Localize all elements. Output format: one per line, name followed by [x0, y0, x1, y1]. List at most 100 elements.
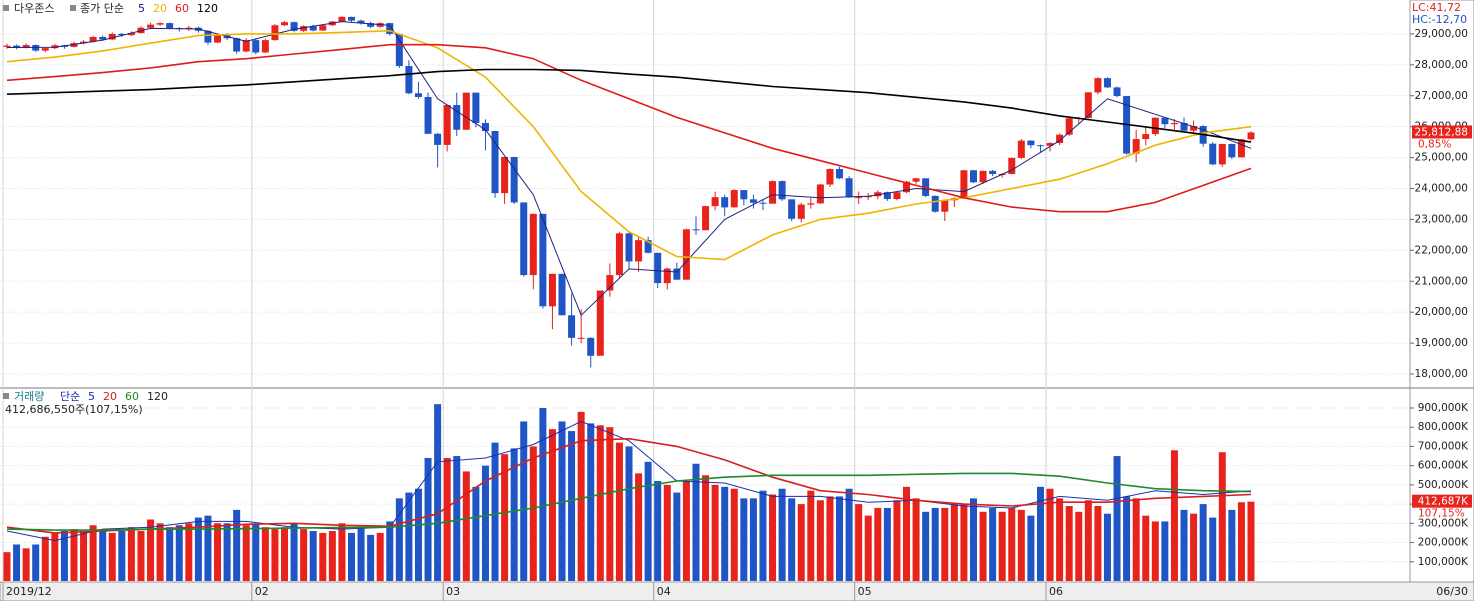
x-tick-label: 03 [446, 585, 460, 598]
volume-bar [1209, 517, 1217, 581]
ma-line [6, 43, 1252, 213]
volume-bar [481, 465, 489, 581]
y-tick-label: 700,000K [1418, 440, 1469, 452]
candle-body [309, 26, 317, 31]
volume-bar [836, 496, 844, 581]
candle-body [1151, 117, 1159, 135]
y-tick-label: 24,000,00 [1415, 183, 1468, 195]
volume-bar [740, 498, 748, 581]
candle-body [166, 23, 174, 29]
volume-bar [32, 544, 40, 581]
volume-bar [1046, 488, 1054, 581]
volume-bar [1151, 521, 1159, 581]
volume-bar [1218, 452, 1226, 581]
volume-bar [1161, 521, 1169, 581]
candle-body [836, 169, 844, 179]
candle-body [539, 213, 547, 307]
candle-body [453, 105, 461, 130]
candle-body [1170, 122, 1178, 125]
candle-body [13, 45, 21, 48]
candle-body [22, 45, 30, 48]
candle-body [1017, 140, 1025, 158]
volume-bar [386, 521, 394, 581]
legend-entry: 60 [175, 2, 189, 15]
candle-body [663, 268, 671, 284]
volume-bar [1228, 509, 1236, 581]
volume-bar [1065, 506, 1073, 581]
candle-body [654, 252, 662, 284]
volume-bar [309, 531, 317, 581]
volume-bar [807, 490, 815, 581]
candle-body [1046, 143, 1054, 146]
volume-bar [577, 411, 585, 581]
candle-body [70, 43, 78, 47]
candle-body [319, 25, 327, 31]
candle-body [395, 33, 403, 67]
candle-body [788, 199, 796, 219]
volume-info: 412,686,550주(107,15%) [5, 403, 143, 416]
candle-body [1036, 145, 1044, 147]
volume-bar [424, 457, 432, 581]
volume-bar [80, 531, 88, 581]
volume-bar [749, 498, 757, 581]
volume-bar [635, 473, 643, 581]
volume-bar [51, 532, 59, 581]
change-label: 0,85% [1418, 138, 1451, 150]
candle-body [730, 190, 738, 208]
legend-entry: 5 [88, 390, 95, 403]
volume-bar [797, 504, 805, 581]
volume-bar [654, 481, 662, 581]
candle-body [1180, 122, 1188, 131]
volume-bar [462, 471, 470, 581]
candle-body [826, 169, 834, 185]
x-tick-label: 05 [858, 585, 872, 598]
x-tick-label: 04 [657, 585, 671, 598]
candle-body [845, 178, 853, 198]
ma-line [6, 420, 1252, 542]
volume-bar [223, 523, 231, 581]
volume-bar [1008, 507, 1016, 581]
y-tick-label: 200,000K [1418, 537, 1469, 549]
volume-bar [912, 498, 920, 581]
candle-body [912, 178, 920, 182]
candle-body [864, 196, 872, 198]
candle-body [261, 40, 269, 53]
volume-bar [539, 407, 547, 581]
volume-bar [376, 532, 384, 581]
y-tick-label: 100,000K [1418, 556, 1469, 568]
volume-title: 거래량 [14, 390, 44, 403]
hc-label: HC:-12,70 [1412, 13, 1467, 26]
candle-body [577, 337, 585, 339]
candle-body [1218, 143, 1226, 165]
marks [3, 16, 1255, 581]
candle-body [692, 229, 700, 231]
lc-label: LC:41,72 [1412, 1, 1461, 14]
y-tick-label: 25,000,00 [1415, 152, 1468, 164]
candle-body [1065, 118, 1073, 135]
candle-body [1084, 92, 1092, 119]
candle-body [778, 181, 786, 200]
icon [3, 393, 9, 399]
volume-bar [300, 529, 308, 581]
candle-body [1027, 140, 1035, 146]
candle-body [118, 33, 126, 36]
volume-bar [922, 511, 930, 581]
volume-bar [625, 446, 633, 581]
candle-body [769, 181, 777, 204]
volume-bar [127, 527, 135, 581]
volume-bar [1036, 486, 1044, 581]
x-tick-label: 2019/12 [6, 585, 52, 598]
candle-body [357, 20, 365, 24]
volume-bar [281, 527, 289, 581]
ma-line [6, 437, 1252, 534]
volume-bar [41, 536, 49, 581]
candle-body [1142, 134, 1150, 140]
volume-bar [3, 552, 11, 581]
candle-body [615, 233, 623, 276]
candle-body [1132, 139, 1140, 154]
candle-body [89, 37, 97, 42]
volume-bar [60, 531, 68, 581]
right-axis-area [1409, 0, 1474, 583]
volume-bar [1113, 456, 1121, 581]
candle-body [673, 268, 681, 280]
